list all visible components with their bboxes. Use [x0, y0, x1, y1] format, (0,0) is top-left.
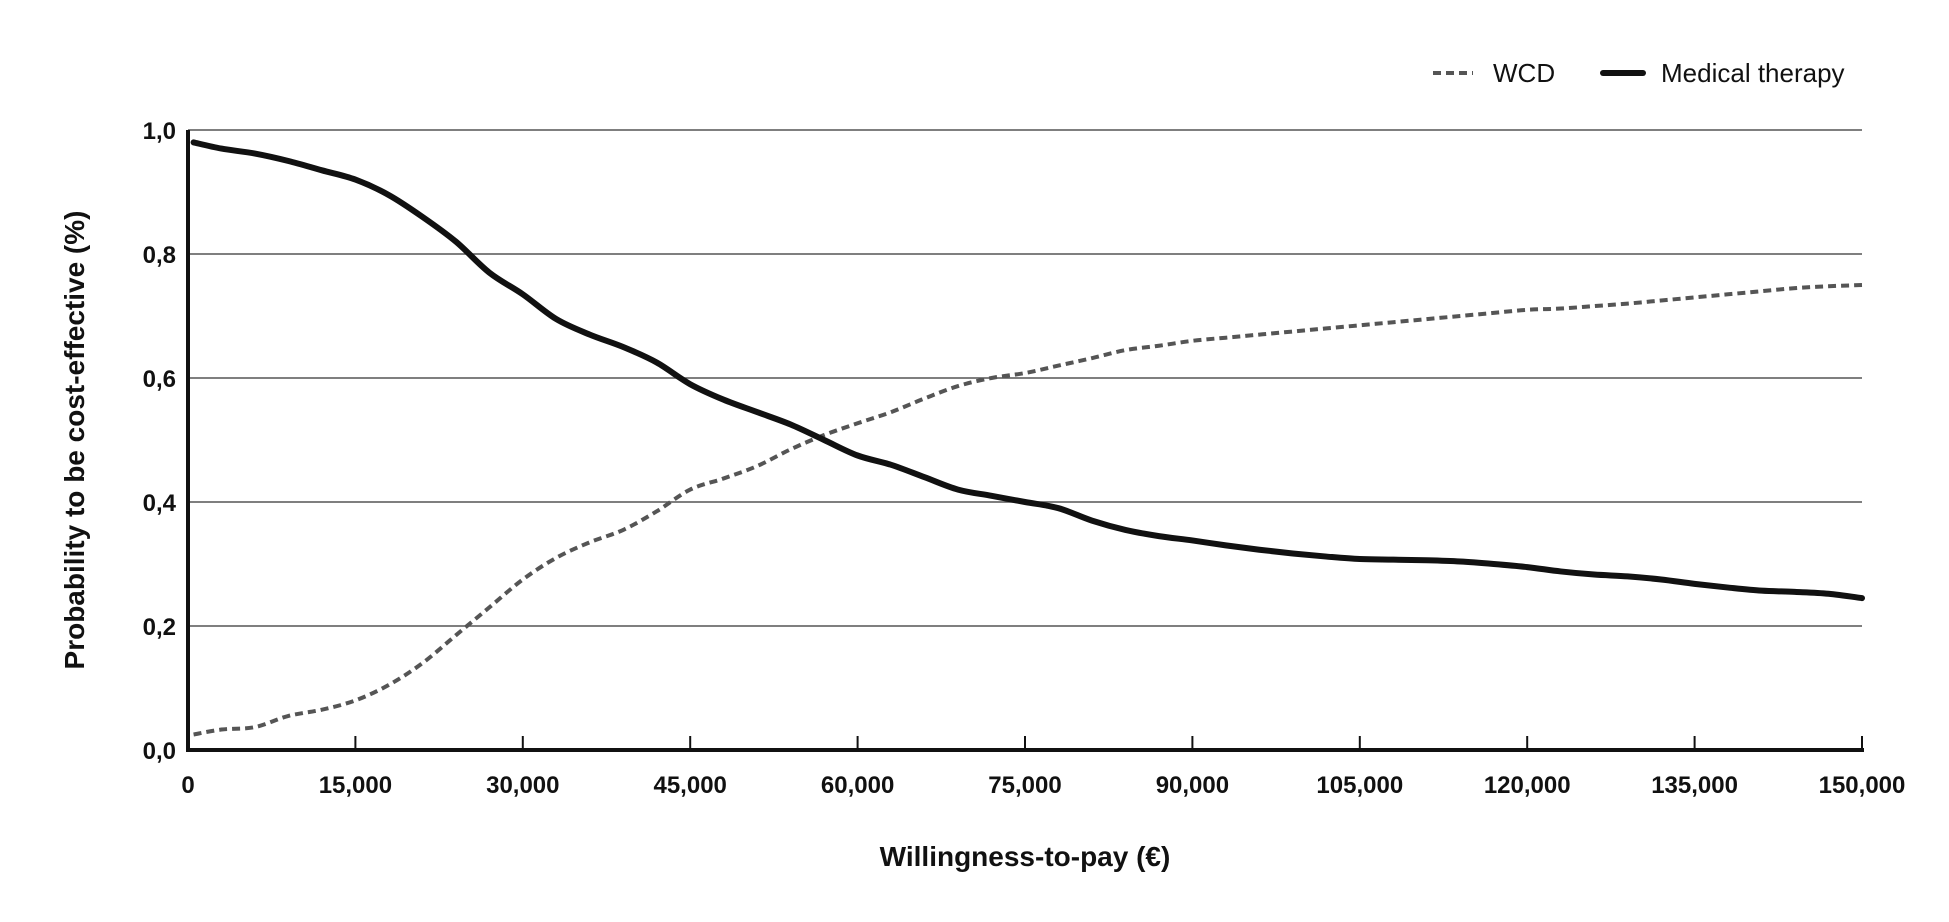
x-tick-label-0: 0 — [181, 772, 194, 799]
x-tick-label-5: 75,000 — [988, 772, 1061, 799]
x-tick-label-2: 30,000 — [486, 772, 559, 799]
legend-label-medical-therapy: Medical therapy — [1661, 58, 1845, 88]
y-tick-label-1: 0,2 — [143, 614, 176, 641]
gridlines — [188, 129, 1862, 627]
y-tick-label-5: 1,0 — [143, 118, 176, 145]
series-line-medical-therapy — [190, 139, 1865, 602]
x-tick-label-10: 150,000 — [1819, 772, 1906, 799]
x-tick-label-4: 60,000 — [821, 772, 894, 799]
axes — [186, 130, 1864, 752]
legend: WCD Medical therapy — [1433, 58, 1845, 88]
x-tick-label-6: 90,000 — [1156, 772, 1229, 799]
y-tick-labels: 0,0 0,2 0,4 0,6 0,8 1,0 — [143, 118, 177, 765]
y-tick-label-3: 0,6 — [143, 366, 176, 393]
y-tick-label-0: 0,0 — [143, 738, 176, 765]
x-tick-label-1: 15,000 — [319, 772, 392, 799]
y-axis-title: Probability to be cost-effective (%) — [59, 211, 90, 670]
legend-label-wcd: WCD — [1493, 58, 1555, 88]
x-tick-label-9: 135,000 — [1651, 772, 1738, 799]
x-tick-label-8: 120,000 — [1484, 772, 1571, 799]
x-tick-label-7: 105,000 — [1316, 772, 1403, 799]
x-tick-labels: 0 15,000 30,000 45,000 60,000 75,000 90,000 105… — [181, 736, 1905, 799]
x-tick-label-3: 45,000 — [653, 772, 726, 799]
y-tick-label-4: 0,8 — [143, 242, 176, 269]
series-layer — [190, 139, 1865, 737]
series-line-wcd — [193, 283, 1863, 737]
y-tick-label-2: 0,4 — [143, 490, 177, 517]
x-axis-title: Willingness-to-pay (€) — [880, 841, 1171, 872]
